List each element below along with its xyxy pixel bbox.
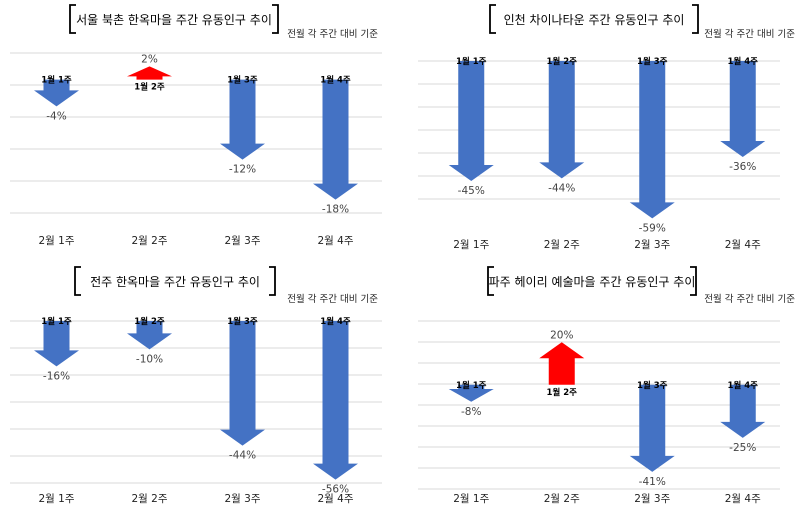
point-label: 1월 4주	[320, 316, 351, 327]
down-arrow-bar	[127, 321, 172, 350]
value-label: -12%	[229, 164, 256, 176]
point-label: 1월 3주	[637, 380, 668, 391]
point-label: 1월 1주	[456, 380, 487, 391]
category-label: 2월 4주	[317, 235, 353, 247]
category-label: 2월 1주	[38, 235, 74, 247]
point-label: 1월 1주	[456, 56, 487, 67]
point-label: 1월 2주	[134, 82, 165, 93]
title-bracket-left	[69, 4, 76, 34]
chart-note: 전월 각 주간 대비 기준	[287, 28, 378, 40]
down-arrow-bar	[34, 79, 79, 107]
value-label: -18%	[322, 204, 349, 216]
point-label: 1월 2주	[134, 316, 165, 327]
title-bracket-right	[690, 266, 697, 296]
point-label: 1월 3주	[227, 316, 258, 327]
chart-title: 전주 한옥마을 주간 유동인구 추이	[90, 275, 260, 289]
chart-note: 전월 각 주간 대비 기준	[704, 28, 795, 40]
up-arrow-bar	[539, 342, 585, 385]
down-arrow-bar	[539, 61, 585, 179]
value-label: -16%	[43, 370, 70, 382]
category-label: 2월 1주	[38, 493, 74, 505]
category-label: 2월 3주	[634, 239, 670, 251]
value-label: -59%	[639, 222, 666, 234]
down-arrow-bar	[220, 79, 265, 160]
category-label: 2월 4주	[725, 239, 761, 251]
value-label: 20%	[550, 329, 573, 341]
value-label: -25%	[729, 442, 756, 454]
value-label: -8%	[461, 406, 481, 418]
category-label: 2월 3주	[224, 493, 260, 505]
down-arrow-bar	[629, 384, 675, 472]
title-bracket-right	[272, 4, 279, 34]
chart-title: 인천 차이나타운 주간 유동인구 추이	[504, 12, 685, 27]
down-arrow-bar	[720, 384, 766, 438]
title-bracket-left	[489, 4, 496, 34]
category-label: 2월 1주	[453, 493, 489, 505]
down-arrow-bar	[720, 61, 766, 157]
value-label: -41%	[639, 476, 666, 488]
category-label: 2월 3주	[224, 235, 260, 247]
title-bracket-right	[269, 266, 276, 296]
category-label: 2월 3주	[634, 493, 670, 505]
point-label: 1월 4주	[728, 56, 759, 67]
chart-note: 전월 각 주간 대비 기준	[704, 293, 795, 305]
value-label: -45%	[458, 185, 485, 197]
down-arrow-bar	[313, 79, 358, 200]
category-label: 2월 2주	[544, 493, 580, 505]
value-label: -44%	[229, 450, 256, 462]
up-arrow-bar	[127, 66, 172, 80]
category-label: 2월 2주	[131, 493, 167, 505]
value-label: -44%	[548, 182, 575, 194]
title-bracket-left	[487, 266, 494, 296]
chart-title: 파주 헤이리 예술마을 주간 유동인구 추이	[489, 275, 696, 289]
value-label: -4%	[46, 110, 66, 122]
category-label: 2월 4주	[725, 493, 761, 505]
category-label: 2월 1주	[453, 239, 489, 251]
down-arrow-bar	[629, 61, 675, 219]
point-label: 1월 1주	[41, 316, 72, 327]
category-label: 2월 2주	[544, 239, 580, 251]
down-arrow-bar	[34, 321, 79, 367]
value-label: -36%	[729, 161, 756, 173]
chart-note: 전월 각 주간 대비 기준	[287, 293, 378, 305]
point-label: 1월 2주	[547, 387, 578, 398]
value-label: 2%	[141, 53, 158, 65]
down-arrow-bar	[220, 321, 265, 446]
category-label: 2월 4주	[317, 493, 353, 505]
down-arrow-bar	[448, 384, 494, 402]
down-arrow-bar	[448, 61, 494, 181]
value-label: -10%	[136, 353, 163, 365]
category-label: 2월 2주	[131, 235, 167, 247]
title-bracket-right	[692, 4, 699, 34]
point-label: 1월 1주	[41, 75, 72, 86]
point-label: 1월 3주	[227, 75, 258, 86]
chart-title: 서울 북촌 한옥마을 주간 유동인구 추이	[76, 13, 272, 27]
down-arrow-bar	[313, 321, 358, 480]
value-label: -56%	[322, 484, 349, 496]
point-label: 1월 4주	[728, 380, 759, 391]
point-label: 1월 4주	[320, 75, 351, 86]
point-label: 1월 2주	[547, 56, 578, 67]
title-bracket-left	[74, 266, 81, 296]
point-label: 1월 3주	[637, 56, 668, 67]
